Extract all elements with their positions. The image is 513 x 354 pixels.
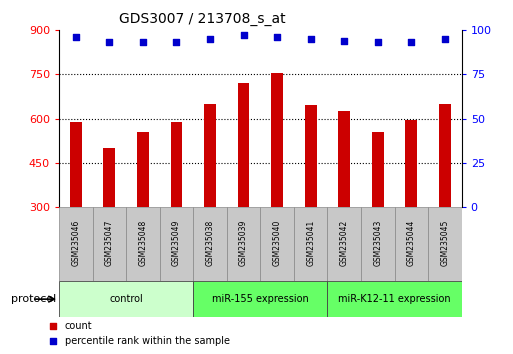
Text: protocol: protocol — [11, 294, 56, 304]
Text: GSM235048: GSM235048 — [139, 219, 147, 266]
Text: percentile rank within the sample: percentile rank within the sample — [65, 336, 230, 346]
Text: GSM235045: GSM235045 — [441, 219, 449, 266]
Point — [206, 36, 214, 42]
Bar — [428, 207, 462, 281]
Text: GSM235044: GSM235044 — [407, 219, 416, 266]
Point — [373, 40, 382, 45]
Bar — [271, 73, 283, 207]
Bar — [137, 132, 149, 207]
Bar — [327, 207, 361, 281]
Text: GSM235041: GSM235041 — [306, 219, 315, 266]
Bar — [59, 207, 92, 281]
Bar — [126, 207, 160, 281]
Bar — [405, 120, 417, 207]
Point — [172, 40, 181, 45]
Text: count: count — [65, 321, 92, 331]
Bar — [372, 132, 384, 207]
Point — [407, 40, 416, 45]
Text: GSM235049: GSM235049 — [172, 219, 181, 266]
Point — [240, 33, 248, 38]
Text: GSM235040: GSM235040 — [272, 219, 282, 266]
Bar — [204, 104, 216, 207]
Text: GSM235046: GSM235046 — [71, 219, 80, 266]
Bar — [171, 121, 182, 207]
Text: GSM235038: GSM235038 — [206, 219, 214, 266]
Point — [441, 36, 449, 42]
Bar — [294, 207, 327, 281]
Text: miR-155 expression: miR-155 expression — [212, 294, 309, 304]
Point — [307, 36, 315, 42]
Text: GSM235039: GSM235039 — [239, 219, 248, 266]
Bar — [339, 111, 350, 207]
Bar — [305, 105, 317, 207]
Point — [139, 40, 147, 45]
Text: GSM235047: GSM235047 — [105, 219, 114, 266]
Text: GDS3007 / 213708_s_at: GDS3007 / 213708_s_at — [120, 12, 286, 26]
Text: control: control — [109, 294, 143, 304]
Bar — [160, 207, 193, 281]
Bar — [193, 281, 327, 317]
Point — [273, 34, 281, 40]
Bar — [59, 281, 193, 317]
Text: GSM235042: GSM235042 — [340, 219, 349, 266]
Bar — [227, 207, 260, 281]
Bar — [327, 281, 462, 317]
Point — [105, 40, 113, 45]
Bar — [439, 104, 451, 207]
Bar — [361, 207, 394, 281]
Point — [49, 323, 57, 329]
Point — [72, 34, 80, 40]
Bar — [70, 121, 82, 207]
Bar — [193, 207, 227, 281]
Text: GSM235043: GSM235043 — [373, 219, 382, 266]
Bar — [238, 83, 249, 207]
Bar — [92, 207, 126, 281]
Text: miR-K12-11 expression: miR-K12-11 expression — [338, 294, 451, 304]
Bar — [260, 207, 294, 281]
Bar — [104, 148, 115, 207]
Bar — [394, 207, 428, 281]
Point — [49, 338, 57, 343]
Point — [340, 38, 348, 44]
